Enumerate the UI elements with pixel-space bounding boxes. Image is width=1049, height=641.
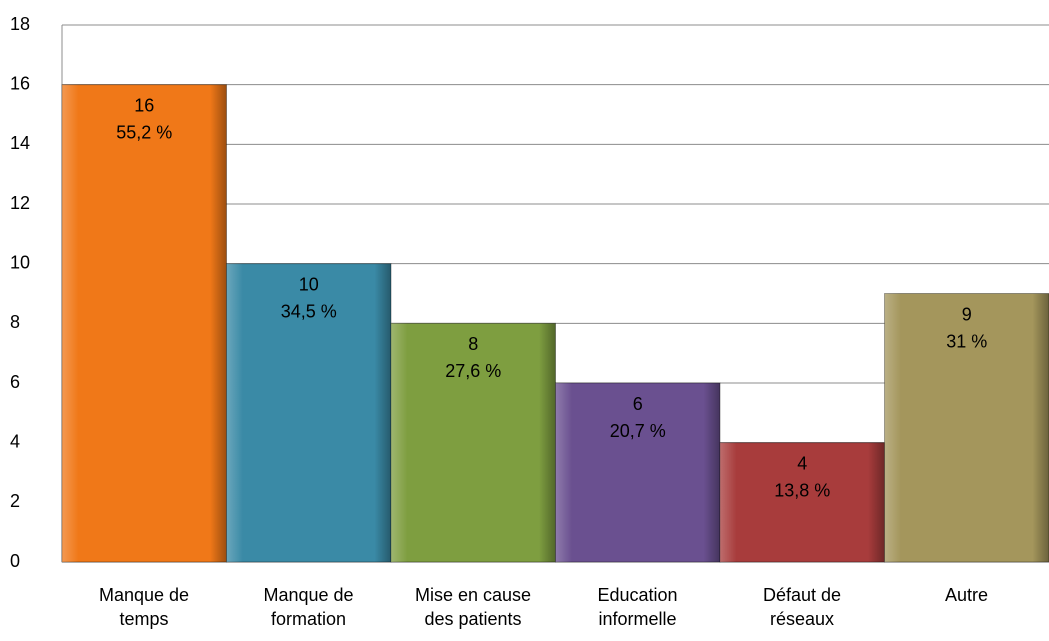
x-tick-label: Education informelle xyxy=(597,585,678,629)
y-tick-label: 4 xyxy=(10,431,20,451)
y-tick-label: 12 xyxy=(10,193,30,213)
bar-shade xyxy=(226,263,391,562)
percent-label: 20,7 % xyxy=(610,421,666,441)
y-tick-label: 6 xyxy=(10,372,20,392)
y-tick-label: 14 xyxy=(10,133,30,153)
x-tick-label: Manque de temps xyxy=(98,585,190,629)
bar-shade xyxy=(884,293,1049,562)
x-tick-label: Défaut de réseaux xyxy=(762,585,842,629)
bar-shade xyxy=(720,442,885,562)
value-label: 8 xyxy=(468,334,478,354)
percent-label: 27,6 % xyxy=(445,361,501,381)
y-tick-label: 0 xyxy=(10,551,20,571)
value-label: 9 xyxy=(962,304,972,324)
y-tick-label: 2 xyxy=(10,491,20,511)
x-tick-label: Mise en cause des patients xyxy=(414,585,532,629)
y-tick-label: 18 xyxy=(10,14,30,34)
value-label: 10 xyxy=(299,274,319,294)
y-tick-label: 10 xyxy=(10,252,30,272)
y-tick-label: 16 xyxy=(10,73,30,93)
y-tick-label: 8 xyxy=(10,312,20,332)
value-label: 16 xyxy=(134,95,154,115)
percent-label: 55,2 % xyxy=(116,122,172,142)
x-tick-label: Autre xyxy=(944,585,989,605)
percent-label: 31 % xyxy=(946,331,987,351)
bar-shade xyxy=(391,323,556,562)
value-label: 6 xyxy=(633,394,643,414)
x-tick-label: Manque de formation xyxy=(263,585,354,629)
value-label: 4 xyxy=(797,453,807,473)
bar-shade xyxy=(555,383,720,562)
percent-label: 13,8 % xyxy=(774,480,830,500)
percent-label: 34,5 % xyxy=(281,301,337,321)
bar-shade xyxy=(62,84,227,563)
